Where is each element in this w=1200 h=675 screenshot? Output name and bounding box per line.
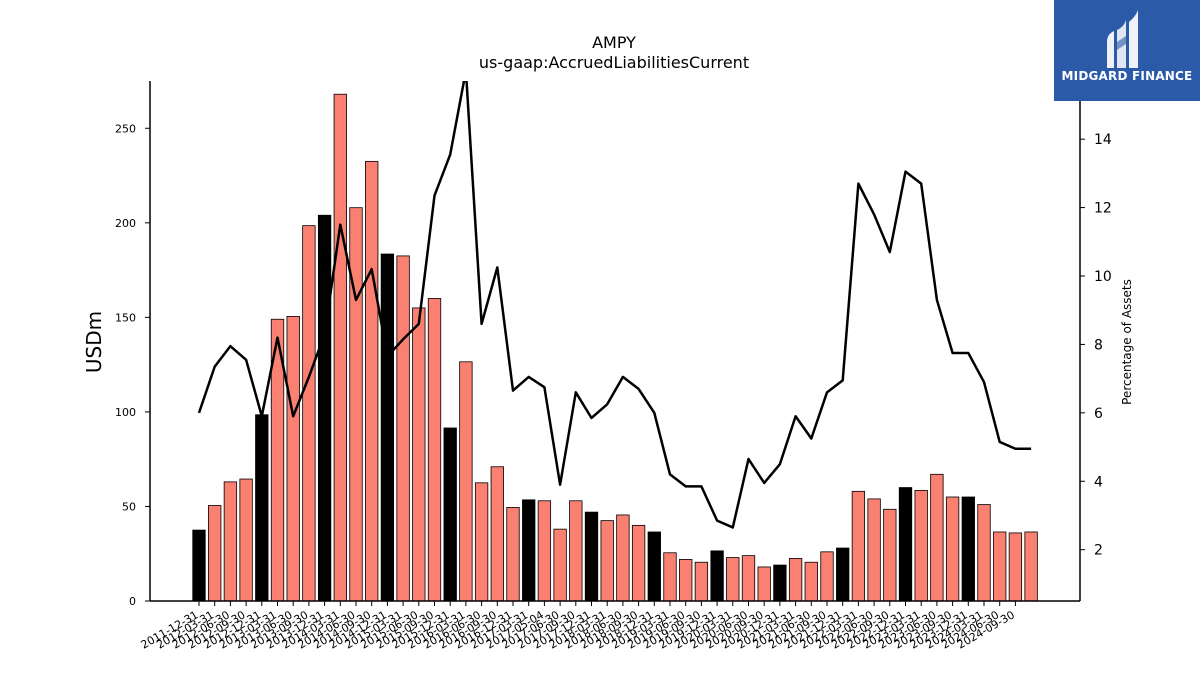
axes: 05010015020025024681012142011-12-312012-…	[115, 81, 1112, 652]
bar	[757, 566, 771, 602]
y2-tick-label: 12	[1094, 201, 1112, 217]
bar	[396, 255, 410, 602]
bar	[427, 298, 442, 602]
midgard-logo: MIDGARD FINANCE	[1054, 0, 1200, 101]
bar	[616, 514, 630, 602]
bar	[192, 529, 206, 602]
chart-subtitle: us-gaap:AccruedLiabilitiesCurrent	[479, 53, 749, 72]
y-tick-label: 150	[115, 311, 136, 324]
bar	[1024, 531, 1038, 602]
y2-tick-label: 8	[1094, 337, 1103, 353]
line-series	[197, 81, 1032, 529]
bar	[867, 498, 881, 602]
bar	[569, 500, 583, 602]
y-tick-label: 200	[115, 217, 136, 230]
y-tick-label: 100	[115, 406, 136, 419]
bar	[679, 559, 693, 602]
bar	[553, 528, 567, 602]
logo-text: MIDGARD FINANCE	[1061, 69, 1193, 83]
bar	[302, 225, 316, 602]
bar	[851, 490, 866, 602]
bar	[710, 550, 724, 602]
bar	[380, 253, 395, 602]
bar	[647, 531, 661, 602]
bar	[333, 93, 347, 602]
bar	[741, 555, 756, 602]
bar	[412, 307, 426, 602]
bar	[208, 505, 222, 602]
bar	[443, 427, 457, 602]
bar	[474, 482, 489, 602]
y2-tick-label: 4	[1094, 474, 1103, 490]
bar	[255, 414, 269, 602]
bar	[788, 558, 803, 602]
y-tick-label: 50	[122, 500, 136, 513]
bar	[506, 506, 520, 602]
bar	[1008, 532, 1023, 602]
bar	[631, 524, 646, 602]
bar	[522, 499, 536, 602]
y2-tick-label: 2	[1094, 543, 1103, 559]
y2-axis-label: Percentage of Assets	[1120, 279, 1134, 405]
bar	[537, 500, 552, 602]
bar	[977, 504, 991, 602]
bar	[317, 214, 332, 602]
bar	[898, 487, 913, 602]
y2-tick-label: 10	[1094, 269, 1112, 285]
y2-tick-label: 6	[1094, 406, 1103, 422]
bar	[930, 473, 944, 602]
bar	[223, 481, 238, 602]
bar	[584, 511, 599, 602]
bar	[459, 361, 473, 602]
bar	[663, 552, 677, 602]
bar	[490, 466, 504, 602]
bar	[914, 489, 928, 602]
bar	[726, 557, 740, 602]
bar	[286, 316, 300, 602]
y-axis-label: USDm	[82, 311, 106, 373]
y-tick-label: 250	[115, 122, 136, 135]
y2-tick-label: 14	[1094, 132, 1112, 148]
bar	[945, 496, 960, 602]
percentage-line	[197, 81, 1032, 529]
bar	[804, 561, 818, 602]
bar	[694, 561, 709, 602]
bar	[239, 478, 253, 602]
bar	[883, 508, 897, 602]
bar	[961, 496, 975, 602]
bar	[993, 531, 1007, 602]
bar	[820, 551, 834, 602]
chart-title: AMPY	[592, 33, 636, 52]
midgard-logo-icon	[1107, 10, 1138, 68]
bar	[600, 520, 614, 602]
bar	[773, 564, 787, 602]
y-tick-label: 0	[129, 595, 136, 608]
bar	[836, 547, 850, 602]
bar	[349, 207, 363, 602]
bar	[365, 160, 379, 602]
